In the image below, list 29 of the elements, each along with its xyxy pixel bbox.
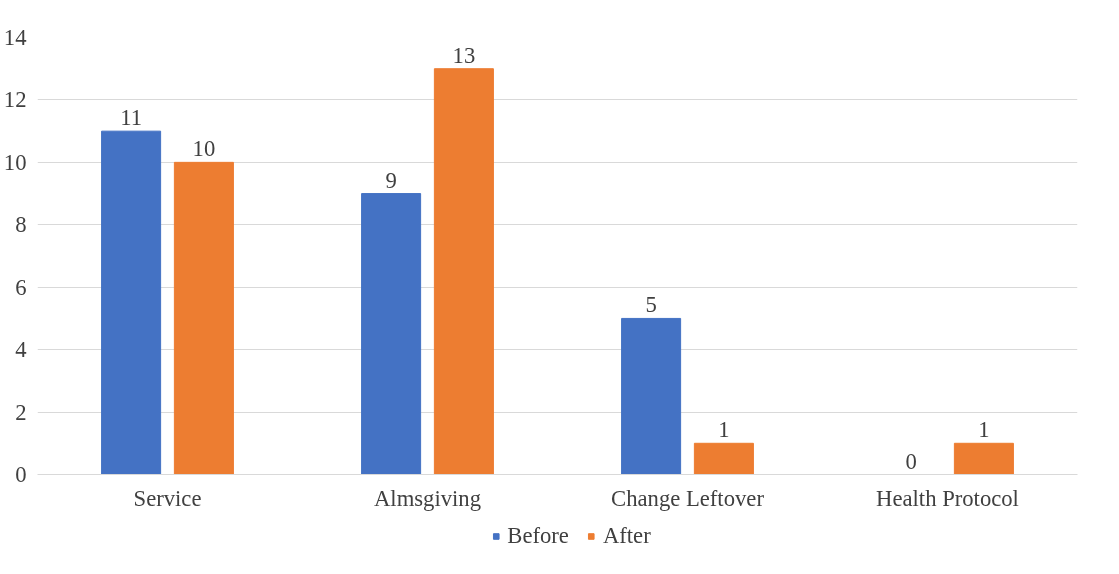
y-tick-label: 14 xyxy=(3,25,27,50)
y-tick-label: 2 xyxy=(15,399,27,425)
legend-label: Before xyxy=(507,522,569,549)
x-tick-label: Almsgiving xyxy=(374,485,481,511)
y-tick-label: 4 xyxy=(15,337,27,363)
data-label: 9 xyxy=(385,167,397,193)
bar xyxy=(953,442,1014,475)
data-label: 0 xyxy=(905,448,917,474)
y-tick-label: 0 xyxy=(15,462,27,487)
data-label: 1 xyxy=(718,417,730,443)
data-label: 1 xyxy=(978,417,990,443)
data-label: 11 xyxy=(120,105,143,131)
y-tick-label: 6 xyxy=(15,274,27,300)
x-tick-label: Service xyxy=(133,485,202,511)
bar xyxy=(693,442,754,475)
bar xyxy=(361,193,422,475)
x-tick-label: Health Protocol xyxy=(876,485,1019,511)
data-label: 13 xyxy=(452,42,476,68)
y-tick-label: 10 xyxy=(3,149,27,175)
legend-label: After xyxy=(602,522,651,549)
y-tick-label: 12 xyxy=(3,87,27,113)
y-tick-label: 8 xyxy=(15,212,27,238)
bar xyxy=(621,317,682,475)
bar xyxy=(101,130,162,475)
x-tick-label: Change Leftover xyxy=(611,485,765,511)
bar xyxy=(433,68,494,475)
bar xyxy=(173,161,234,475)
data-label: 10 xyxy=(192,136,216,162)
data-label: 5 xyxy=(645,292,657,318)
